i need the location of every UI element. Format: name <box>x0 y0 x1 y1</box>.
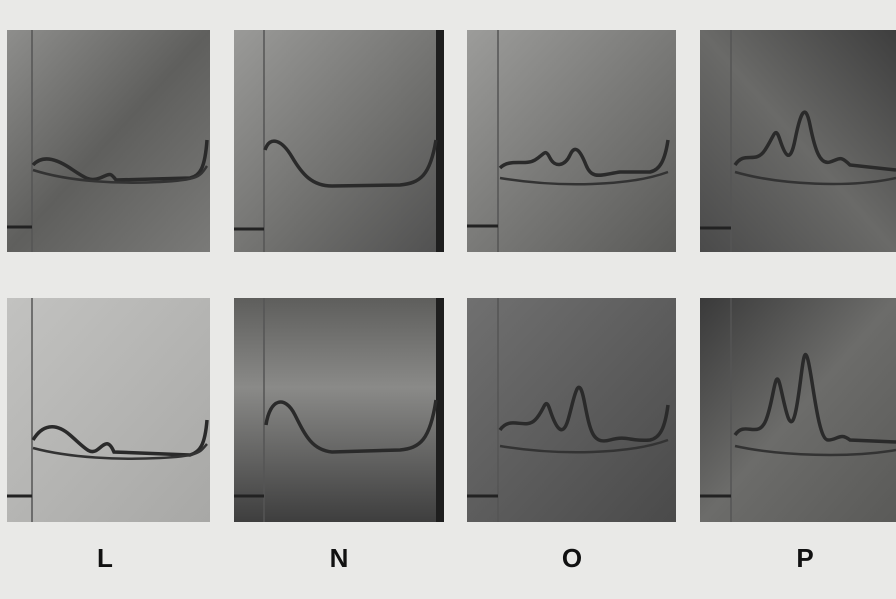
trace <box>264 399 438 454</box>
trace <box>498 139 670 177</box>
panel <box>7 30 210 252</box>
panel <box>234 298 444 522</box>
panel-label: L <box>97 543 113 573</box>
panel-edges <box>7 30 732 522</box>
panel <box>7 298 210 522</box>
trace <box>498 385 670 443</box>
panel-label: P <box>796 543 813 573</box>
baseline <box>32 165 209 184</box>
trace <box>733 110 896 172</box>
trace <box>733 352 896 444</box>
panels <box>7 30 896 522</box>
panel-label: O <box>562 543 582 573</box>
baseline <box>32 443 208 460</box>
panel <box>700 30 896 252</box>
panel <box>700 298 896 522</box>
panel <box>234 30 444 252</box>
baseline <box>734 444 896 457</box>
panel <box>467 30 676 252</box>
edge-band <box>436 30 444 252</box>
trace <box>31 139 209 182</box>
baseline <box>499 170 669 186</box>
traces-top <box>31 110 896 188</box>
baseline <box>734 170 896 186</box>
baseline <box>499 438 669 454</box>
trace <box>263 139 438 188</box>
traces-bottom <box>31 352 896 460</box>
edge-band <box>436 298 444 522</box>
panel-label: N <box>330 543 349 573</box>
